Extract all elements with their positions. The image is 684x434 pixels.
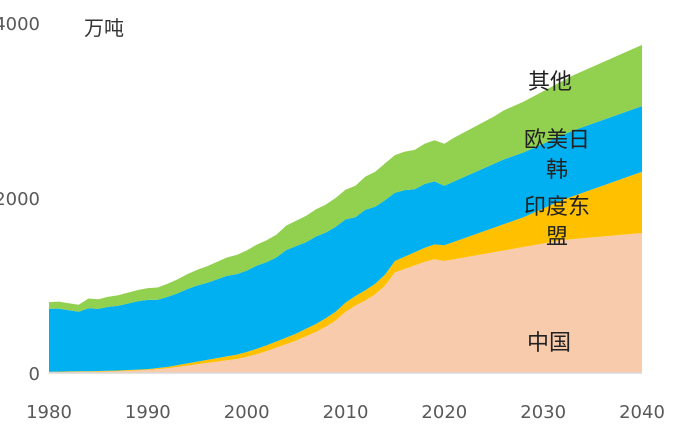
y-tick-label: 2000 [0,189,40,210]
x-tick-label: 2040 [619,402,665,423]
area-series-2 [49,106,642,372]
series-label-2: 欧美日韩 [524,128,590,183]
x-tick-label: 2020 [421,402,467,423]
area-series-3 [49,44,642,312]
x-tick-label: 2030 [520,402,566,423]
x-tick-labels: 1980 1990 2000 2010 2020 2030 2040 [26,402,665,423]
x-tick-label: 1980 [26,402,72,423]
area-series-0 [49,233,642,373]
series-labels: 中国 印度东盟 欧美日韩 其他 [524,70,590,356]
series-label-1: 印度东盟 [524,195,590,250]
x-tick-label: 1990 [125,402,171,423]
y-tick-label: 0 [29,364,40,385]
x-tick-label: 2010 [323,402,369,423]
series-label-3: 其他 [528,70,572,95]
series-label-0: 中国 [527,331,571,356]
unit-label: 万吨 [84,16,124,40]
area-series-group [49,44,642,373]
x-tick-label: 2000 [224,402,270,423]
